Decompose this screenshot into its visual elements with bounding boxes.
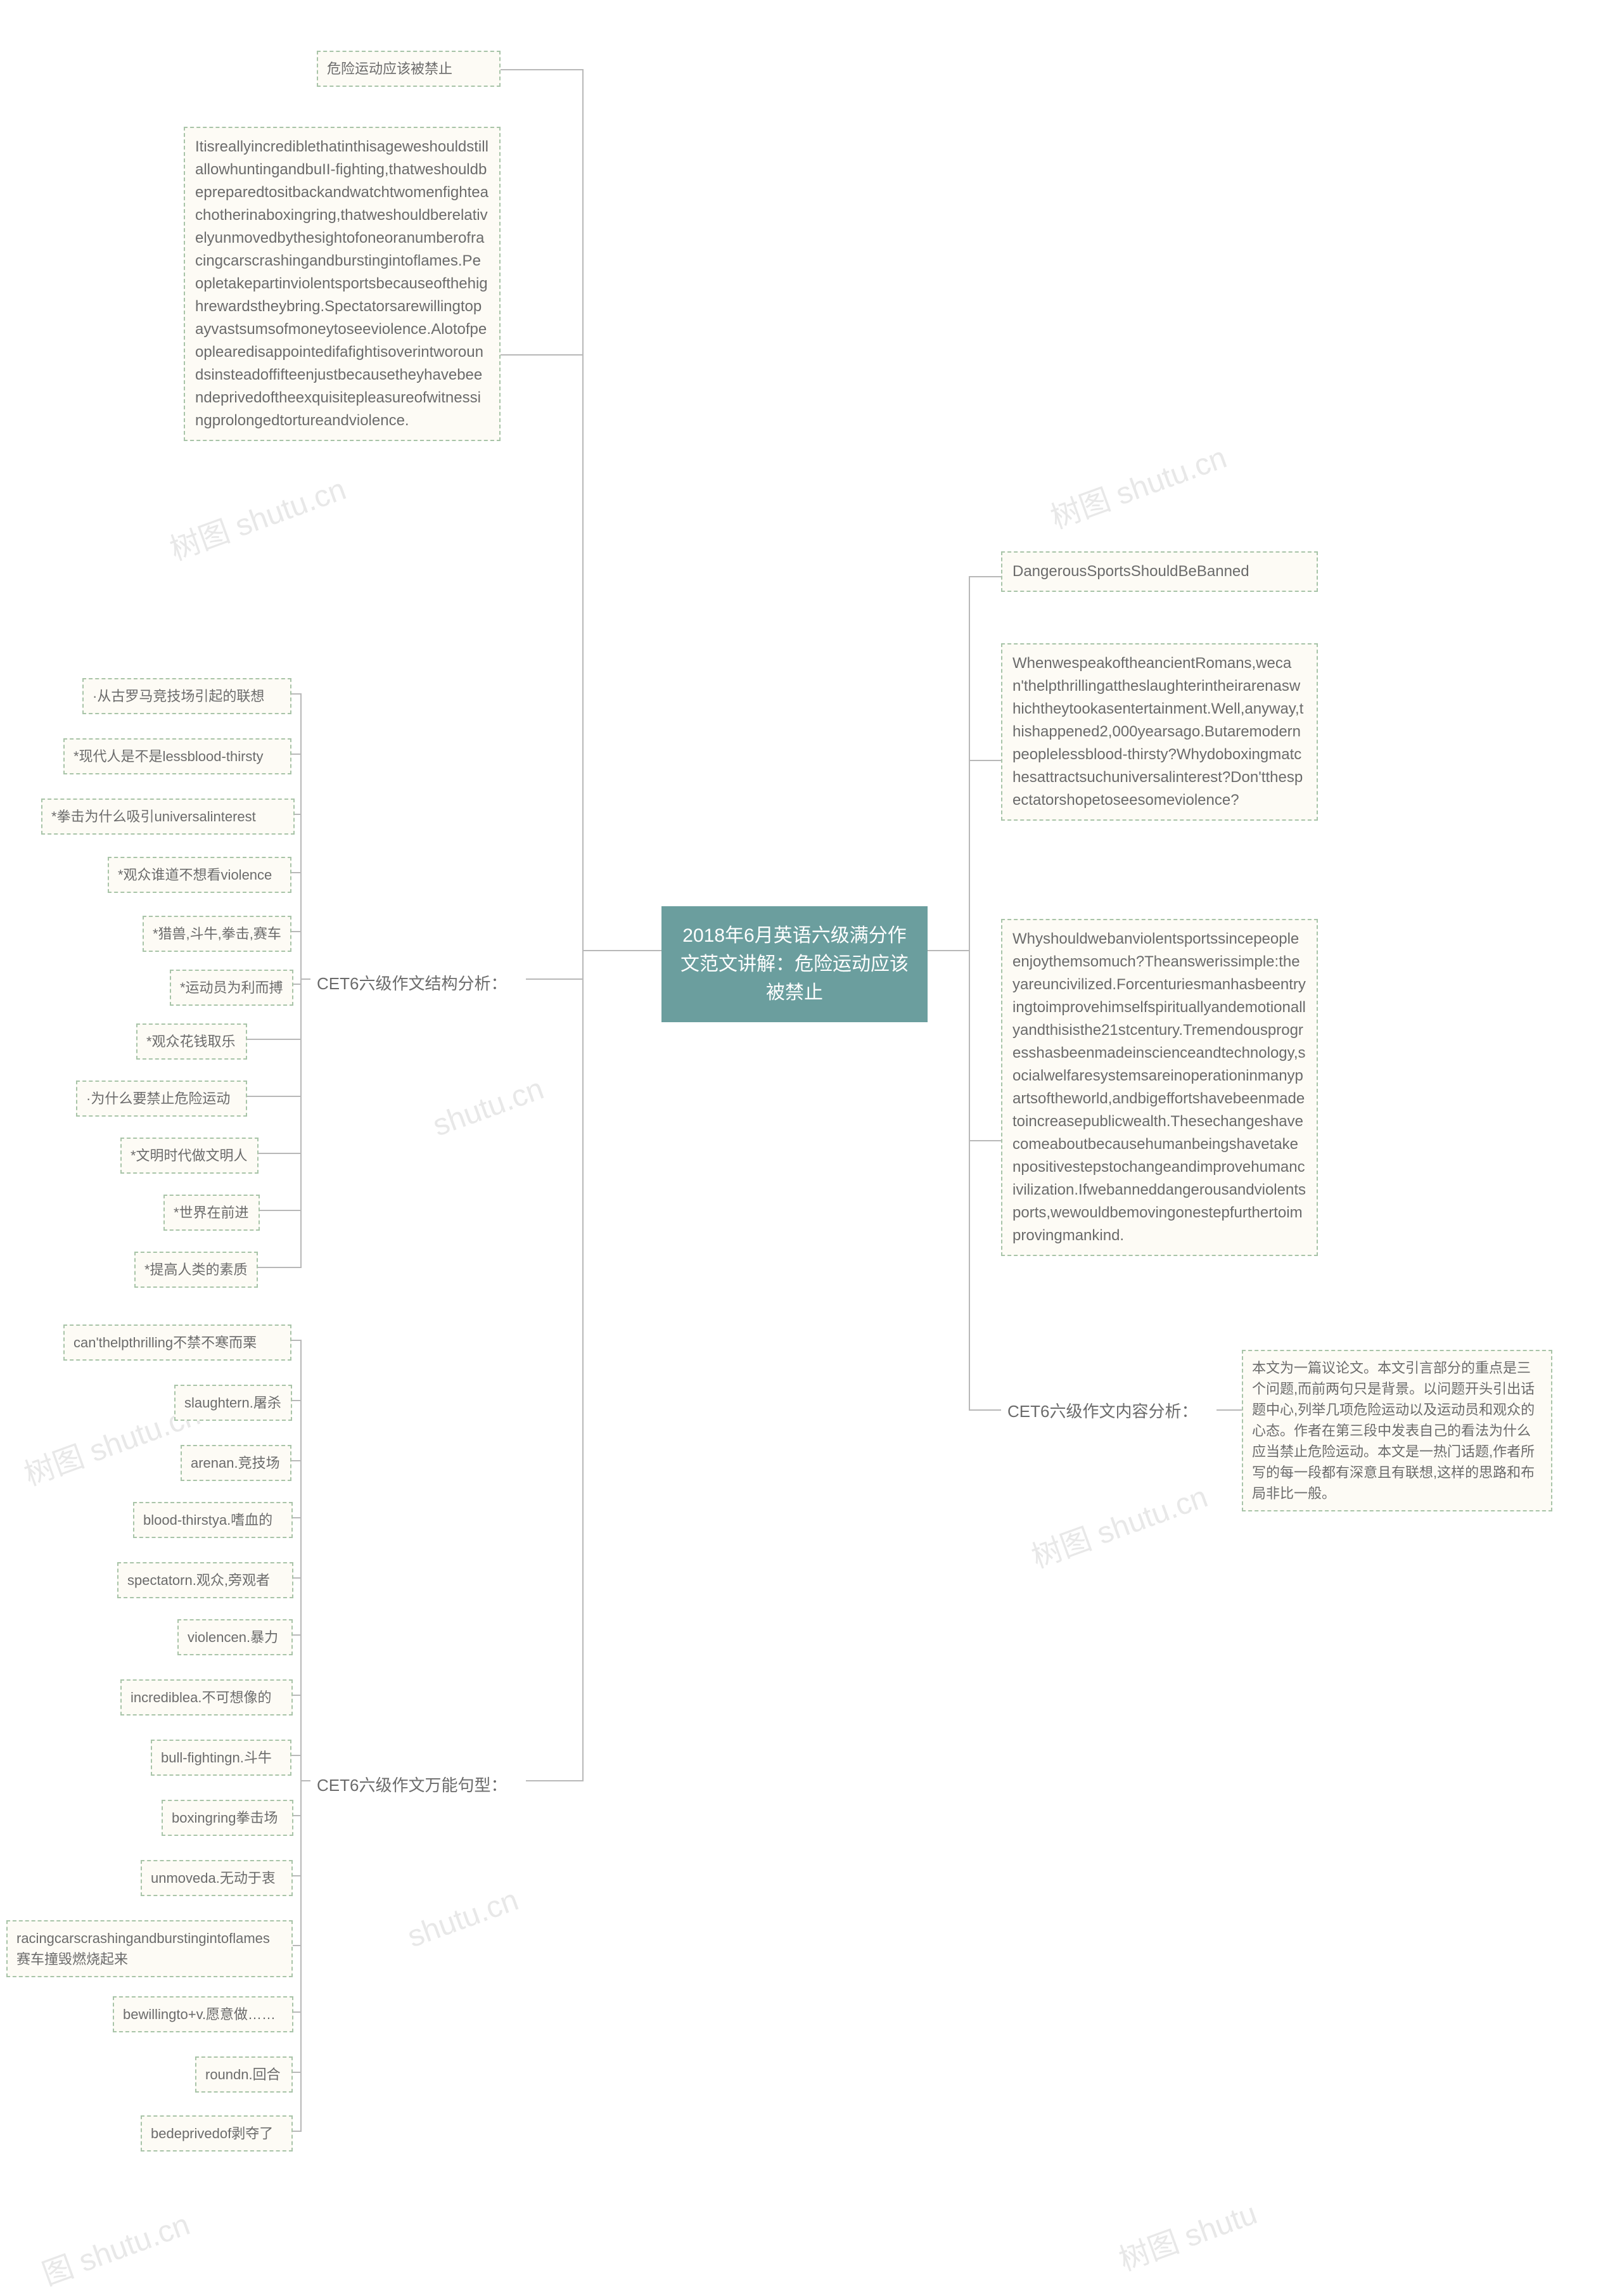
structure-item: ·从古罗马竞技场引起的联想 <box>82 678 291 714</box>
connector <box>293 1781 310 2072</box>
structure-item: *运动员为利而搏 <box>170 970 293 1006</box>
connector <box>293 1781 310 1946</box>
watermark: 树图 shutu.cn <box>163 464 351 568</box>
structure-item: *提高人类的素质 <box>134 1252 258 1288</box>
vocab-item: can'thelpthrilling不禁不寒而栗 <box>63 1324 291 1361</box>
vocab-item: bewillingto+v.愿意做…… <box>113 1996 293 2032</box>
structure-item: *猎兽,斗牛,拳击,赛车 <box>143 916 291 952</box>
structure-item: *拳击为什么吸引universalinterest <box>41 798 295 835</box>
essay-body-english: Itisreallyincrediblethatinthisageweshoul… <box>184 127 501 441</box>
vocab-item: spectatorn.观众,旁观者 <box>117 1562 293 1598</box>
vocab-item: slaughtern.屠杀 <box>174 1385 292 1421</box>
connector <box>501 70 661 951</box>
connector <box>293 979 310 984</box>
connector <box>526 951 661 1781</box>
vocab-item: arenan.竞技场 <box>181 1445 291 1481</box>
connector <box>291 1461 310 1781</box>
connector <box>291 1340 310 1781</box>
connector <box>291 694 310 979</box>
watermark: shutu.cn <box>403 1883 523 1955</box>
mindmap-center: 2018年6月英语六级满分作文范文讲解：危险运动应该被禁止 <box>661 906 928 1022</box>
connector <box>293 1781 310 2012</box>
connector <box>291 754 310 979</box>
vocab-item: violencen.暴力 <box>177 1619 293 1655</box>
watermark: 图 shutu.cn <box>35 2200 195 2294</box>
connector <box>928 951 1001 1141</box>
vocab-item: bull-fightingn.斗牛 <box>151 1740 291 1776</box>
structure-item: ·为什么要禁止危险运动 <box>76 1081 247 1117</box>
watermark: 树图 shutu.cn <box>1025 1472 1213 1576</box>
vocab-item: roundn.回合 <box>195 2056 293 2093</box>
watermark: 树图 shutu <box>1112 2188 1262 2279</box>
connector <box>293 1781 310 1816</box>
connector <box>928 577 1001 951</box>
connector <box>291 1755 310 1781</box>
vocab-item: unmoveda.无动于衷 <box>141 1860 293 1896</box>
connector <box>526 951 661 979</box>
connector <box>291 932 310 979</box>
topic-title-box: 危险运动应该被禁止 <box>317 51 501 87</box>
vocab-label: CET6六级作文万能句型： <box>310 1768 526 1803</box>
essay-para-2: WhenwespeakoftheancientRomans,wecan'thel… <box>1001 643 1318 821</box>
vocab-item: boxingring拳击场 <box>162 1800 293 1836</box>
content-analysis-box: 本文为一篇议论文。本文引言部分的重点是三个问题,而前两句只是背景。以问题开头引出… <box>1242 1350 1552 1511</box>
connector <box>928 760 1001 951</box>
structure-item: *观众谁道不想看violence <box>108 857 291 893</box>
essay-para-1: DangerousSportsShouldBeBanned <box>1001 551 1318 592</box>
vocab-item: racingcarscrashingandburstingintoflames赛… <box>6 1920 293 1977</box>
content-analysis-label: CET6六级作文内容分析： <box>1001 1394 1216 1429</box>
structure-item: *现代人是不是lessblood-thirsty <box>63 738 291 774</box>
essay-para-3: Whyshouldwebanviolentsportssincepeopleen… <box>1001 919 1318 1256</box>
connector <box>295 814 310 979</box>
watermark: 树图 shutu.cn <box>1044 432 1232 537</box>
connector <box>293 1578 310 1781</box>
vocab-item: bedeprivedof剥夺了 <box>141 2115 293 2152</box>
structure-label: CET6六级作文结构分析： <box>310 966 526 1001</box>
structure-item: *观众花钱取乐 <box>136 1023 247 1060</box>
structure-item: *世界在前进 <box>163 1195 260 1231</box>
connector <box>260 979 310 1210</box>
connector <box>928 951 1001 1410</box>
connector <box>293 1635 310 1781</box>
vocab-item: incrediblea.不可想像的 <box>120 1679 293 1716</box>
connector <box>291 873 310 979</box>
connector <box>258 979 310 1267</box>
vocab-item: blood-thirstya.嗜血的 <box>133 1502 293 1538</box>
connector <box>293 1518 310 1781</box>
connector <box>292 1401 310 1781</box>
connector <box>293 1781 310 1876</box>
connector <box>293 1781 310 2131</box>
connector <box>501 355 661 951</box>
structure-item: *文明时代做文明人 <box>120 1138 259 1174</box>
watermark: shutu.cn <box>428 1072 548 1144</box>
connector <box>293 1695 310 1781</box>
